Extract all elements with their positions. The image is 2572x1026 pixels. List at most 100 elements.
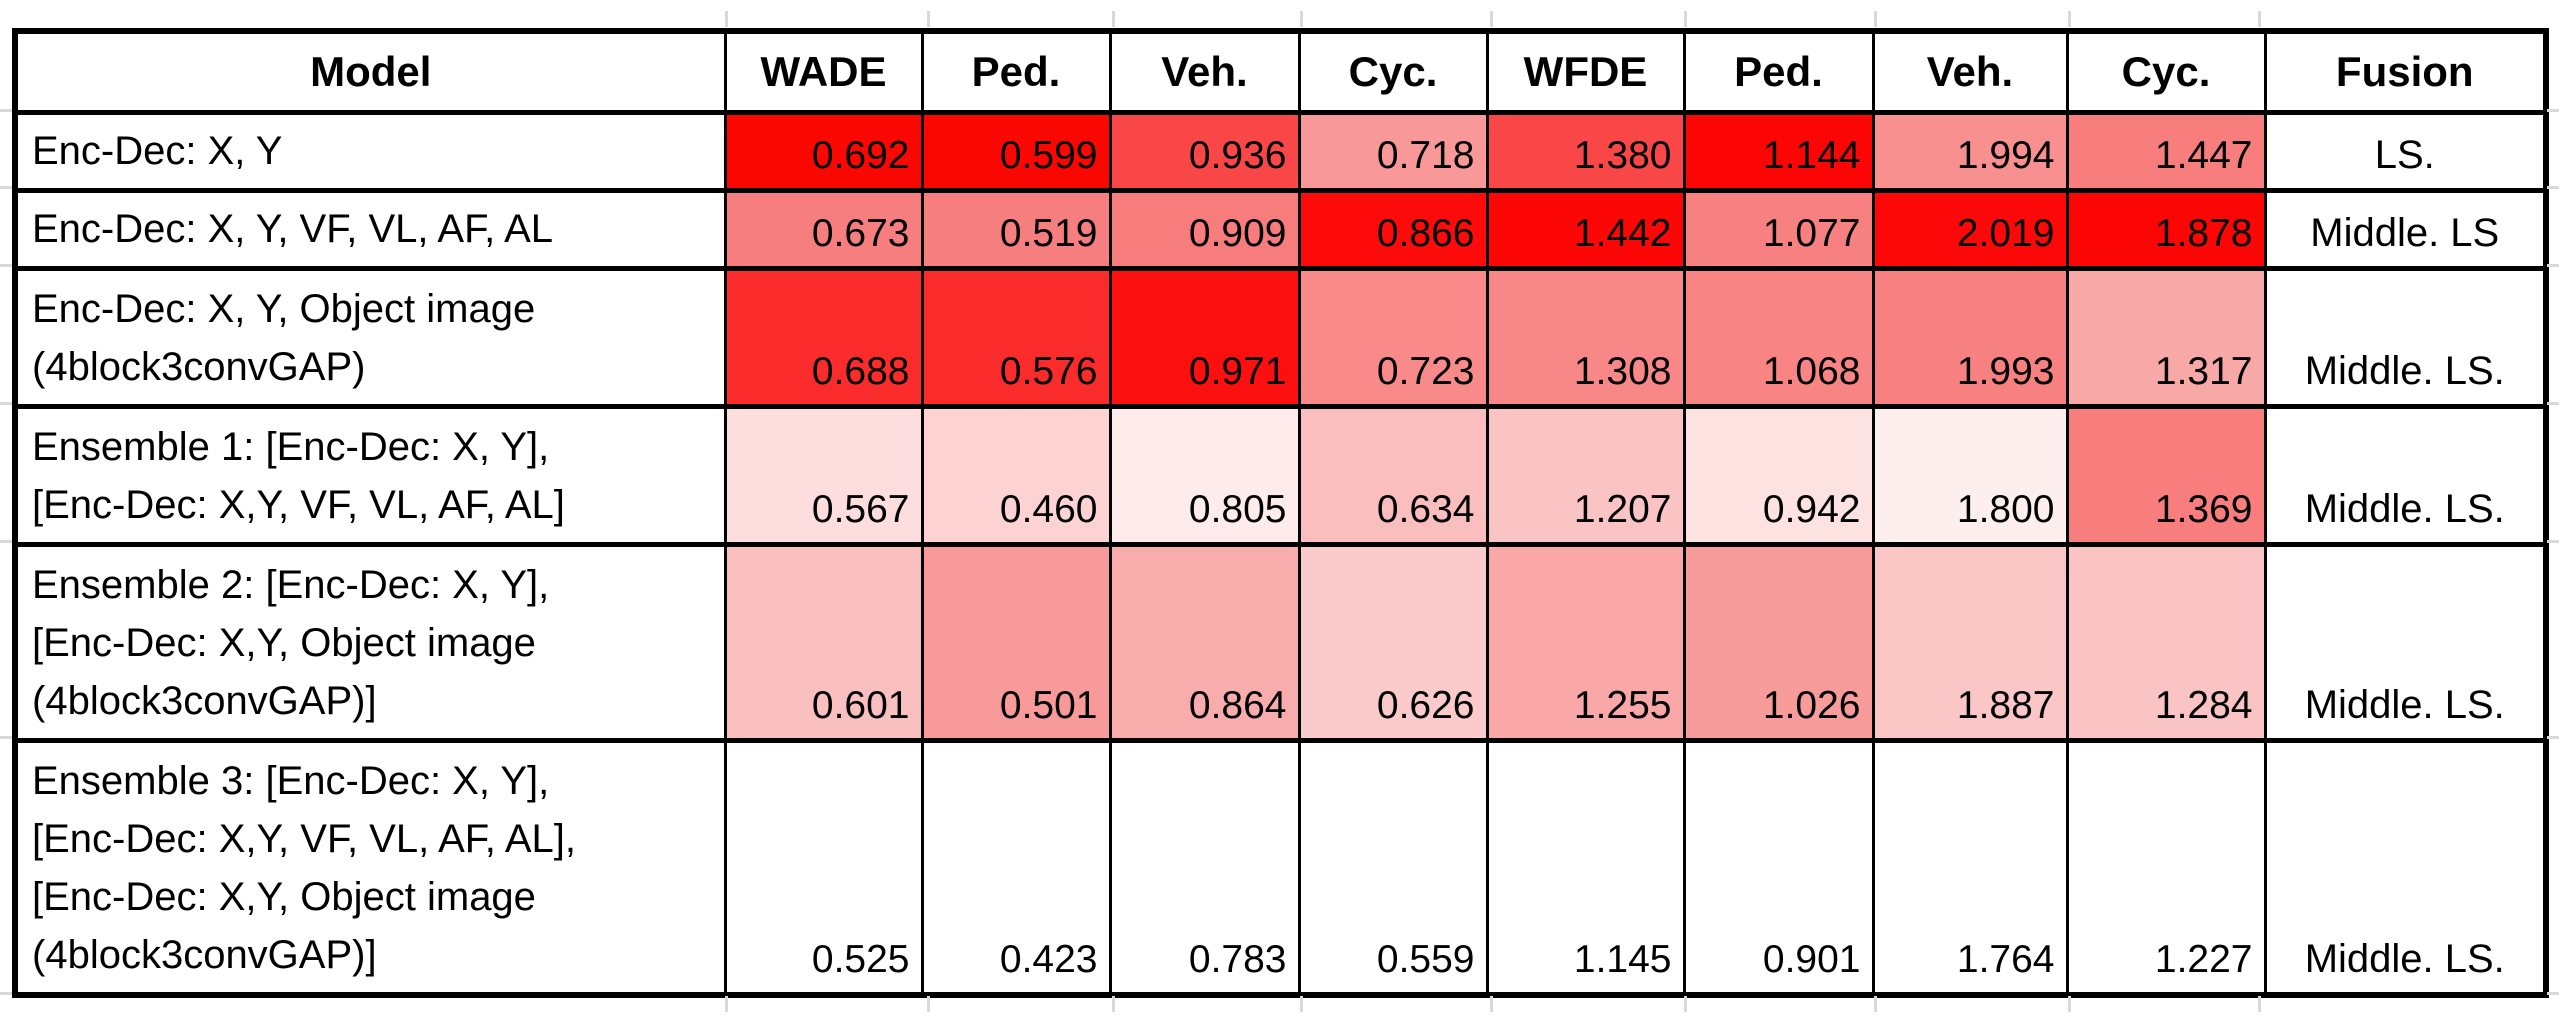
column-header-cyc-8[interactable]: Cyc. <box>2065 28 2267 115</box>
metric-cell[interactable]: 1.077 <box>1682 187 1875 271</box>
spreadsheet-gridline-tick <box>725 996 728 1012</box>
spreadsheet-gridline-tick <box>2547 540 2559 543</box>
spreadsheet-gridline-tick <box>0 992 12 995</box>
metric-cell[interactable]: 0.909 <box>1108 187 1301 271</box>
spreadsheet-gridline-tick <box>2258 996 2261 1012</box>
metric-cell[interactable]: 1.442 <box>1485 187 1686 271</box>
metric-cell[interactable]: 0.567 <box>723 403 924 547</box>
metric-cell[interactable]: 0.626 <box>1297 541 1489 743</box>
spreadsheet-gridline-tick <box>927 11 930 27</box>
spreadsheet-gridline-tick <box>1490 996 1493 1012</box>
spreadsheet-gridline-tick <box>725 11 728 27</box>
metric-cell[interactable]: 1.284 <box>2065 541 2267 743</box>
metric-cell[interactable]: 1.068 <box>1682 265 1875 409</box>
metric-cell[interactable]: 0.692 <box>723 109 924 193</box>
spreadsheet-gridline-tick <box>1300 11 1303 27</box>
model-cell[interactable]: Ensemble 3: [Enc-Dec: X, Y], [Enc-Dec: X… <box>13 737 727 998</box>
metric-cell[interactable]: 1.994 <box>1871 109 2069 193</box>
metric-cell[interactable]: 0.936 <box>1108 109 1301 193</box>
metric-cell[interactable]: 0.971 <box>1108 265 1301 409</box>
metric-cell[interactable]: 0.525 <box>723 737 924 998</box>
model-cell[interactable]: Enc-Dec: X, Y, Object image (4block3conv… <box>13 265 727 409</box>
metric-cell[interactable]: 0.576 <box>920 265 1112 409</box>
metric-cell[interactable]: 1.764 <box>1871 737 2069 998</box>
spreadsheet-gridline-tick <box>2068 11 2071 27</box>
metric-cell[interactable]: 0.688 <box>723 265 924 409</box>
fusion-cell[interactable]: LS. <box>2263 109 2548 193</box>
results-table: Model WADE Ped. Veh. Cyc. WFDE Ped. Veh. Cyc. Fus… <box>12 28 2549 998</box>
metric-cell[interactable]: 0.942 <box>1682 403 1875 547</box>
spreadsheet-gridline-tick <box>0 109 12 112</box>
spreadsheet-gridline-tick <box>0 736 12 739</box>
metric-cell[interactable]: 0.501 <box>920 541 1112 743</box>
fusion-cell[interactable]: Middle. LS. <box>2263 737 2548 998</box>
metric-cell[interactable]: 0.864 <box>1108 541 1301 743</box>
column-header-ped-2[interactable]: Ped. <box>920 28 1112 115</box>
metric-cell[interactable]: 0.805 <box>1108 403 1301 547</box>
model-cell[interactable]: Ensemble 1: [Enc-Dec: X, Y], [Enc-Dec: X… <box>13 403 727 547</box>
metric-cell[interactable]: 0.460 <box>920 403 1112 547</box>
table-row: Enc-Dec: X, Y 0.692 0.599 0.936 0.718 1.380 1.… <box>13 109 2548 193</box>
spreadsheet-gridline-tick <box>2068 996 2071 1012</box>
metric-cell[interactable]: 1.317 <box>2065 265 2267 409</box>
spreadsheet-gridline-tick <box>1112 996 1115 1012</box>
metric-cell[interactable]: 0.866 <box>1297 187 1489 271</box>
spreadsheet-gridline-tick <box>2547 992 2559 995</box>
fusion-cell[interactable]: Middle. LS. <box>2263 403 2548 547</box>
metric-cell[interactable]: 0.519 <box>920 187 1112 271</box>
metric-cell[interactable]: 0.783 <box>1108 737 1301 998</box>
metric-cell[interactable]: 1.026 <box>1682 541 1875 743</box>
metric-cell[interactable]: 0.723 <box>1297 265 1489 409</box>
metric-cell[interactable]: 1.380 <box>1485 109 1686 193</box>
fusion-cell[interactable]: Middle. LS. <box>2263 265 2548 409</box>
column-header-ped-6[interactable]: Ped. <box>1682 28 1875 115</box>
metric-cell[interactable]: 0.718 <box>1297 109 1489 193</box>
model-cell[interactable]: Enc-Dec: X, Y <box>13 109 727 193</box>
metric-cell[interactable]: 1.447 <box>2065 109 2267 193</box>
metric-cell[interactable]: 1.308 <box>1485 265 1686 409</box>
metric-cell[interactable]: 0.601 <box>723 541 924 743</box>
column-header-fusion-9[interactable]: Fusion <box>2263 28 2548 115</box>
metric-cell[interactable]: 0.901 <box>1682 737 1875 998</box>
spreadsheet-gridline-tick <box>2258 11 2261 27</box>
metric-cell[interactable]: 1.255 <box>1485 541 1686 743</box>
column-header-cyc-4[interactable]: Cyc. <box>1297 28 1489 115</box>
fusion-cell[interactable]: Middle. LS. <box>2263 541 2548 743</box>
table-row: Ensemble 3: [Enc-Dec: X, Y], [Enc-Dec: X… <box>13 737 2548 998</box>
metric-cell[interactable]: 1.369 <box>2065 403 2267 547</box>
spreadsheet-gridline-tick <box>1490 11 1493 27</box>
metric-cell[interactable]: 1.993 <box>1871 265 2069 409</box>
table-row: Ensemble 2: [Enc-Dec: X, Y], [Enc-Dec: X… <box>13 541 2548 743</box>
spreadsheet-gridline-tick <box>0 540 12 543</box>
metric-cell[interactable]: 1.800 <box>1871 403 2069 547</box>
spreadsheet-gridline-tick <box>1300 996 1303 1012</box>
model-cell[interactable]: Enc-Dec: X, Y, VF, VL, AF, AL <box>13 187 727 271</box>
spreadsheet-gridline-tick <box>0 402 12 405</box>
column-header-veh-7[interactable]: Veh. <box>1871 28 2069 115</box>
column-header-wade-1[interactable]: WADE <box>723 28 924 115</box>
model-cell[interactable]: Ensemble 2: [Enc-Dec: X, Y], [Enc-Dec: X… <box>13 541 727 743</box>
metric-cell[interactable]: 1.887 <box>1871 541 2069 743</box>
spreadsheet-gridline-tick <box>1684 11 1687 27</box>
column-header-veh-3[interactable]: Veh. <box>1108 28 1301 115</box>
metric-cell[interactable]: 0.673 <box>723 187 924 271</box>
metric-cell[interactable]: 0.634 <box>1297 403 1489 547</box>
table-header: Model WADE Ped. Veh. Cyc. WFDE Ped. Veh. Cyc. Fus… <box>13 28 2548 115</box>
metric-cell[interactable]: 1.144 <box>1682 109 1875 193</box>
metric-cell[interactable]: 1.878 <box>2065 187 2267 271</box>
metric-cell[interactable]: 1.207 <box>1485 403 1686 547</box>
spreadsheet-gridline-tick <box>1874 11 1877 27</box>
fusion-cell[interactable]: Middle. LS <box>2263 187 2548 271</box>
spreadsheet-gridline-tick <box>2547 264 2559 267</box>
metric-cell[interactable]: 0.559 <box>1297 737 1489 998</box>
metric-cell[interactable]: 1.145 <box>1485 737 1686 998</box>
spreadsheet-gridline-tick <box>927 996 930 1012</box>
metric-cell[interactable]: 0.423 <box>920 737 1112 998</box>
column-header-model-0[interactable]: Model <box>13 28 727 115</box>
metric-cell[interactable]: 2.019 <box>1871 187 2069 271</box>
metric-cell[interactable]: 1.227 <box>2065 737 2267 998</box>
column-header-wfde-5[interactable]: WFDE <box>1485 28 1686 115</box>
spreadsheet-gridline-tick <box>2547 109 2559 112</box>
metric-cell[interactable]: 0.599 <box>920 109 1112 193</box>
